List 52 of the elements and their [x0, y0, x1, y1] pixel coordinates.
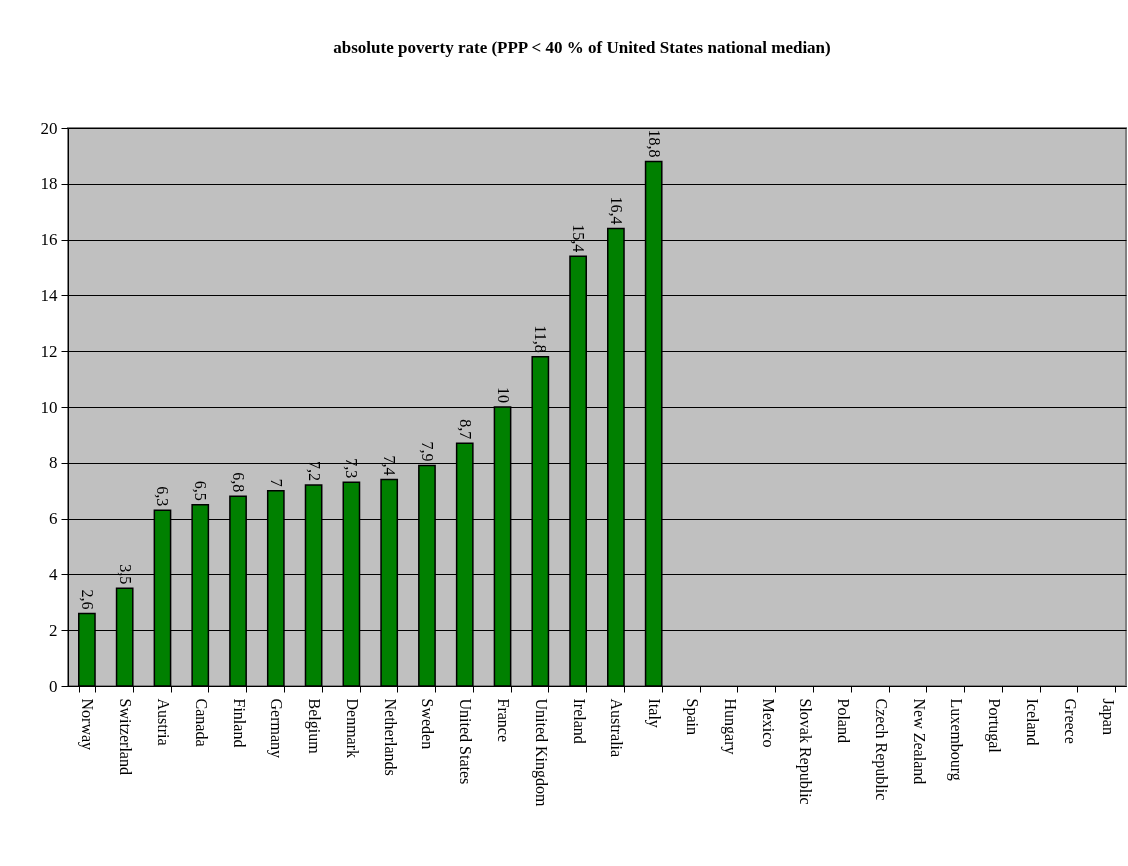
- x-tick-label: Mexico: [759, 698, 777, 748]
- y-tick-label: 12: [40, 341, 58, 361]
- y-tick-label: 14: [40, 285, 58, 305]
- chart-title: absolute poverty rate (PPP < 40 % of United States national median): [333, 38, 831, 57]
- x-tick-label: Czech Republic: [871, 698, 890, 801]
- x-tick-label: Japan: [1098, 698, 1117, 735]
- y-tick-label: 2: [49, 620, 58, 640]
- x-tick-label: Finland: [230, 698, 248, 748]
- data-label: 7,9: [418, 441, 436, 462]
- y-tick-label: 4: [49, 564, 58, 584]
- x-tick-label: Netherlands: [381, 698, 399, 776]
- x-tick-label: Switzerland: [117, 698, 135, 775]
- x-tick-label: Norway: [78, 698, 97, 751]
- y-tick-label: 16: [40, 230, 58, 250]
- x-tick-label: Greece: [1061, 698, 1079, 744]
- x-tick-label: United Kingdom: [531, 698, 550, 808]
- x-tick-label: Belgium: [305, 698, 324, 755]
- data-label: 18,8: [645, 129, 663, 158]
- y-tick-label: 10: [40, 397, 58, 417]
- x-tick-label: Portugal: [985, 698, 1004, 754]
- x-tick-label: Hungary: [720, 698, 739, 755]
- x-tick-label: Luxembourg: [947, 698, 966, 781]
- x-tick-label: United States: [457, 698, 475, 785]
- data-label: 16,4: [607, 196, 625, 225]
- y-tick-label: 20: [40, 118, 58, 138]
- y-tick-label: 6: [49, 509, 58, 529]
- x-tick-label: New Zealand: [910, 698, 928, 785]
- x-tick-label: Spain: [682, 698, 701, 735]
- x-tick-label: Iceland: [1024, 698, 1042, 746]
- x-tick-label: Austria: [154, 698, 172, 746]
- data-label: 8,7: [456, 419, 474, 440]
- x-tick-label: Canada: [192, 698, 210, 747]
- x-tick-label: Slovak Republic: [796, 698, 815, 805]
- y-tick-label: 18: [40, 174, 58, 194]
- data-label: 7: [267, 478, 285, 487]
- data-label: 6,5: [192, 480, 210, 501]
- x-tick-label: Poland: [835, 698, 853, 743]
- x-tick-label: France: [495, 698, 513, 743]
- x-tick-label: Italy: [645, 698, 664, 728]
- x-tick-label: Australia: [608, 698, 626, 758]
- y-tick-label: 8: [49, 453, 58, 473]
- x-tick-label: Germany: [267, 698, 286, 759]
- data-label: 2,6: [78, 589, 96, 610]
- data-label: 6,3: [154, 486, 172, 507]
- data-label: 15,4: [570, 224, 588, 253]
- data-label: 10: [494, 387, 512, 403]
- x-tick-label: Sweden: [419, 698, 437, 750]
- x-tick-label: Ireland: [570, 698, 588, 744]
- x-tick-label: Denmark: [343, 698, 361, 759]
- data-label: 7,4: [381, 455, 399, 476]
- y-tick-label: 0: [49, 676, 58, 696]
- data-label: 6,8: [230, 472, 248, 493]
